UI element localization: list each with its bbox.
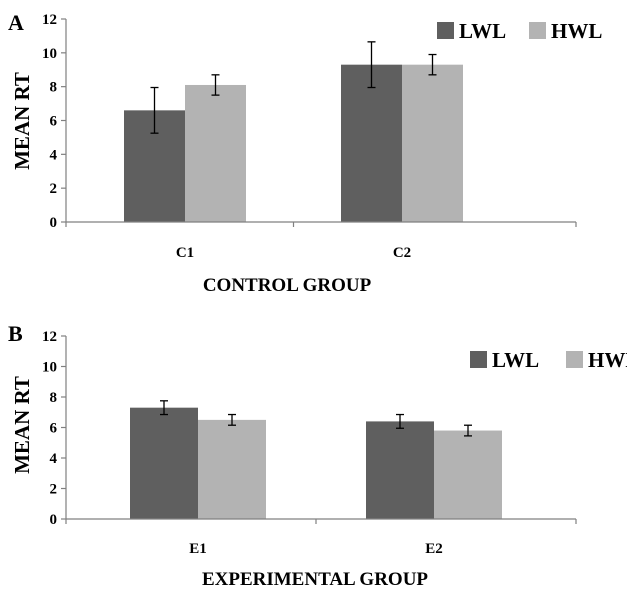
y-tick-label: 0 (50, 215, 58, 231)
chart-panel-a: A MEAN RT CONTROL GROUP 0 2 4 6 8 10 12 C1 C2 LWL… (8, 10, 602, 296)
legend-swatch-lwl (470, 351, 487, 368)
y-tick-label: 10 (42, 46, 57, 62)
y-tick-label: 12 (42, 12, 57, 28)
y-tick-label: 2 (50, 181, 58, 197)
panel-label: A (8, 10, 24, 35)
bar-hwl-e2 (434, 430, 502, 519)
y-tick-label: 12 (42, 329, 57, 345)
legend-swatch-lwl (437, 22, 454, 39)
x-tick-label: E2 (425, 541, 443, 557)
x-tick-label: C2 (393, 245, 411, 261)
bar-lwl-e2 (366, 421, 434, 519)
bar-lwl-c2 (341, 64, 402, 222)
legend-swatch-hwl (566, 351, 583, 368)
legend-label-lwl: LWL (459, 19, 506, 43)
y-tick-label: 8 (50, 80, 58, 96)
y-tick-label: 0 (50, 512, 58, 528)
bar-hwl-c1 (185, 84, 246, 222)
y-axis-label: MEAN RT (10, 72, 34, 170)
y-tick-label: 8 (50, 390, 58, 406)
x-axis-label: CONTROL GROUP (203, 275, 372, 296)
bar-lwl-e1 (130, 407, 198, 519)
x-axis-label: EXPERIMENTAL GROUP (202, 569, 428, 590)
y-axis-label: MEAN RT (10, 376, 34, 474)
legend-swatch-hwl (529, 22, 546, 39)
legend-label-hwl: HWL (551, 19, 602, 43)
legend-label-hwl: HWL (588, 348, 627, 372)
x-tick-label: E1 (189, 541, 207, 557)
chart-panel-b: B MEAN RT EXPERIMENTAL GROUP 0 2 4 6 8 10 12 E1… (8, 321, 627, 590)
panel-label: B (8, 321, 23, 346)
y-tick-label: 4 (50, 147, 58, 163)
x-tick-label: C1 (176, 245, 194, 261)
y-tick-label: 4 (50, 451, 58, 467)
y-tick-label: 10 (42, 360, 57, 376)
y-tick-label: 6 (50, 114, 58, 130)
y-tick-label: 2 (50, 482, 58, 498)
bar-hwl-e1 (198, 419, 266, 519)
legend-label-lwl: LWL (492, 348, 539, 372)
bar-hwl-c2 (402, 64, 463, 222)
y-tick-label: 6 (50, 421, 58, 437)
